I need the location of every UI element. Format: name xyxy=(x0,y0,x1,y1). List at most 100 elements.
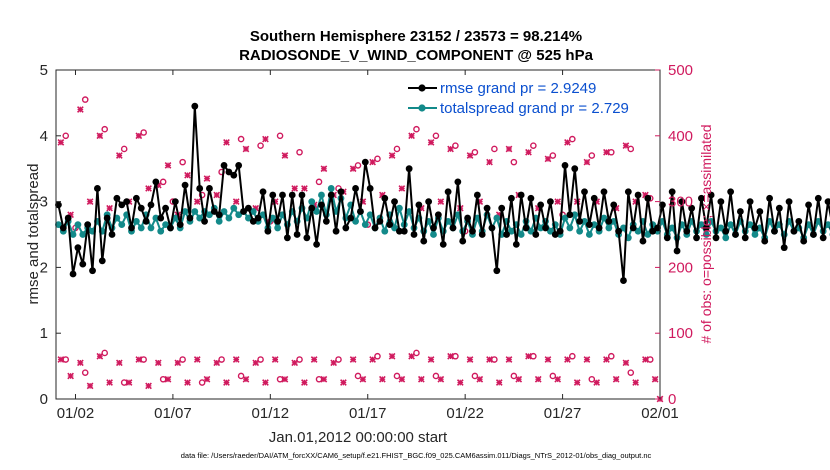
rmse-point xyxy=(517,191,525,199)
rmse-point xyxy=(264,227,272,235)
obs-possible-point xyxy=(393,145,401,153)
rmse-point xyxy=(152,178,160,186)
rmse-point xyxy=(240,208,247,215)
legend-rmse-marker xyxy=(418,84,426,92)
totalspread-point xyxy=(585,231,593,238)
rmse-point xyxy=(59,224,67,232)
obs-assimilated-point xyxy=(242,145,250,153)
rmse-point xyxy=(663,234,671,242)
rmse-point xyxy=(595,224,603,232)
totalspread-point xyxy=(634,227,642,235)
obs-assimilated-point xyxy=(486,356,493,363)
obs-assimilated-point xyxy=(398,185,406,192)
totalspread-point xyxy=(581,217,588,225)
obs-assimilated-point xyxy=(330,359,338,367)
obs-assimilated-point xyxy=(213,359,221,367)
rmse-point xyxy=(293,231,301,238)
rmse-point xyxy=(464,214,471,222)
totalspread-point xyxy=(561,214,569,222)
obs-assimilated-point xyxy=(651,375,659,383)
obs-possible-point xyxy=(81,96,89,103)
rmse-point xyxy=(206,185,213,192)
obs-possible-point xyxy=(198,191,206,199)
obs-assimilated-point xyxy=(281,152,289,159)
obs-assimilated-point xyxy=(603,356,610,363)
obs-assimilated-point xyxy=(271,356,279,363)
obs-assimilated-point xyxy=(447,352,454,360)
obs-assimilated-point xyxy=(554,375,562,383)
totalspread-point xyxy=(405,208,413,215)
obs-assimilated-point xyxy=(388,352,396,360)
rmse-point xyxy=(322,217,330,225)
rmse-point xyxy=(396,227,403,235)
rmse-point xyxy=(659,201,666,209)
legend-rmse-label: rmse grand pr = 2.9249 xyxy=(440,80,596,97)
obs-assimilated-point xyxy=(301,379,308,386)
totalspread-point xyxy=(191,208,199,215)
rmse-point xyxy=(167,224,174,232)
obs-assimilated-point xyxy=(164,375,172,383)
rmse-point xyxy=(283,234,291,242)
y-tick-label-left: 0 xyxy=(40,391,48,408)
totalspread-point xyxy=(668,224,676,232)
rmse-point xyxy=(556,227,564,235)
obs-assimilated-point xyxy=(86,198,94,205)
rmse-point xyxy=(254,214,262,222)
rmse-point xyxy=(108,231,116,238)
rmse-point xyxy=(347,214,355,222)
obs-assimilated-point xyxy=(593,379,601,386)
obs-assimilated-point xyxy=(106,204,113,212)
y-tick-label-left: 3 xyxy=(40,194,48,211)
rmse-point xyxy=(522,224,530,232)
totalspread-point xyxy=(605,224,613,232)
rmse-point xyxy=(430,224,437,232)
rmse-point xyxy=(649,227,657,235)
totalspread-point xyxy=(215,217,223,225)
x-axis-label: Jan.01,2012 00:00:00 start xyxy=(269,429,448,446)
obs-possible-point xyxy=(530,142,537,149)
rmse-point xyxy=(137,204,145,212)
obs-assimilated-point xyxy=(76,106,84,113)
rmse-point xyxy=(318,201,325,209)
rmse-point xyxy=(186,214,194,222)
obs-assimilated-point xyxy=(408,132,415,140)
totalspread-point xyxy=(746,221,754,229)
totalspread-point xyxy=(430,231,437,238)
obs-assimilated-point xyxy=(349,356,357,363)
obs-assimilated-point xyxy=(369,356,376,363)
obs-assimilated-point xyxy=(154,359,162,367)
rmse-point xyxy=(717,198,725,206)
obs-assimilated-point xyxy=(437,198,445,205)
obs-assimilated-point xyxy=(281,375,289,383)
obs-assimilated-point xyxy=(564,139,571,146)
obs-assimilated-point xyxy=(262,135,269,143)
rmse-point xyxy=(366,185,374,192)
obs-assimilated-point xyxy=(544,356,552,363)
totalspread-point xyxy=(269,214,277,222)
rmse-point xyxy=(308,204,316,212)
obs-assimilated-point xyxy=(193,198,201,205)
rmse-point xyxy=(386,221,394,229)
rmse-point xyxy=(780,244,788,252)
totalspread-point xyxy=(352,217,359,225)
obs-assimilated-point xyxy=(398,375,406,383)
rmse-point xyxy=(79,260,87,268)
series-lines xyxy=(55,102,830,284)
obs-assimilated-point xyxy=(184,171,191,179)
rmse-point xyxy=(313,240,320,248)
obs-assimilated-point xyxy=(642,356,649,363)
rmse-point xyxy=(220,162,228,169)
rmse-point xyxy=(269,191,277,199)
rmse-point xyxy=(683,227,691,235)
y-tick-label-left: 4 xyxy=(40,128,48,145)
rmse-point xyxy=(805,201,812,209)
y-tick-label-right: 200 xyxy=(668,259,693,276)
obs-assimilated-point xyxy=(203,375,211,383)
totalspread-point xyxy=(610,217,618,225)
rmse-point xyxy=(123,198,131,206)
rmse-point xyxy=(629,224,637,232)
obs-assimilated-point xyxy=(242,375,250,383)
obs-assimilated-point xyxy=(486,158,493,166)
obs-assimilated-point xyxy=(67,372,74,380)
y-tick-label-left: 5 xyxy=(40,62,48,79)
